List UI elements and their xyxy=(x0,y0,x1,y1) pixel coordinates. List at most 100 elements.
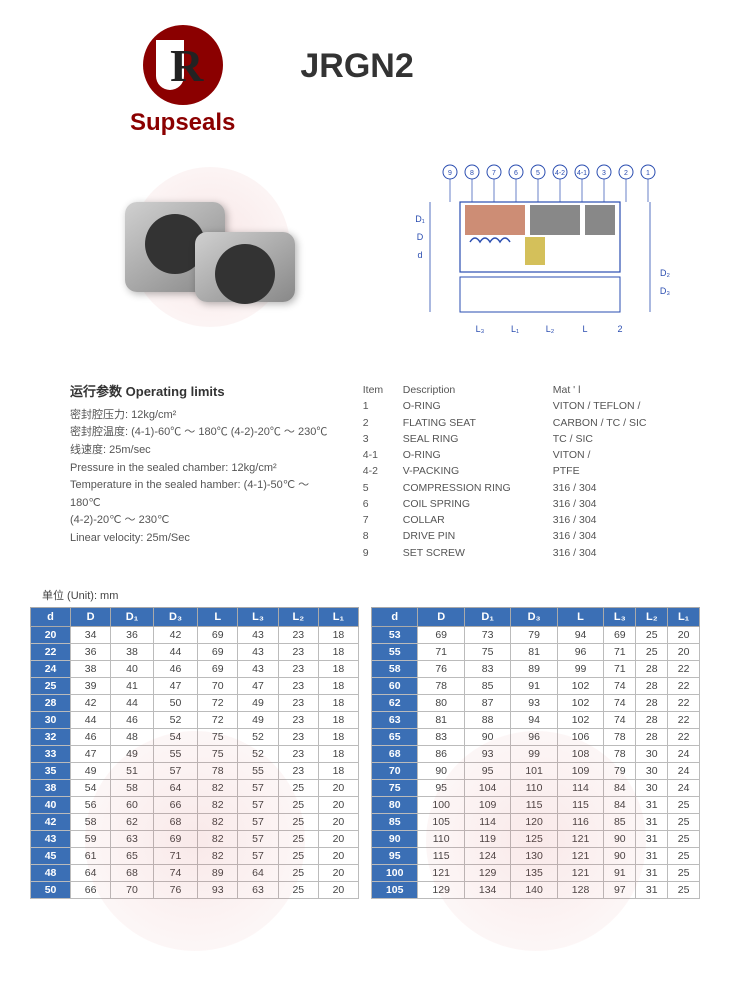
dim-header-cell: d xyxy=(31,607,71,626)
dim-header-cell: L xyxy=(198,607,238,626)
dim-cell: 65 xyxy=(111,847,154,864)
svg-text:D₂: D₂ xyxy=(660,268,670,278)
dim-cell: 85 xyxy=(604,813,636,830)
dim-cell: 20 xyxy=(318,847,358,864)
dim-cell: 22 xyxy=(668,677,700,694)
dim-cell: 25 xyxy=(636,626,668,643)
dim-cell: 24 xyxy=(668,745,700,762)
bom-row: 4-1O-RINGVITON / xyxy=(363,447,690,463)
dim-cell: 23 xyxy=(278,745,318,762)
svg-text:D: D xyxy=(417,232,424,242)
dim-cell: 43 xyxy=(238,660,278,677)
dim-cell: 31 xyxy=(636,881,668,898)
dim-cell: 18 xyxy=(318,660,358,677)
dim-cell: 57 xyxy=(238,796,278,813)
dim-cell: 64 xyxy=(153,779,197,796)
svg-text:6: 6 xyxy=(514,170,518,177)
dim-cell: 71 xyxy=(604,643,636,660)
dim-cell: 47 xyxy=(238,677,278,694)
dim-cell: 99 xyxy=(511,745,557,762)
dim-row: 4864687489642520 xyxy=(31,864,359,881)
dim-cell: 55 xyxy=(372,643,418,660)
dim-cell: 49 xyxy=(111,745,154,762)
dim-cell: 24 xyxy=(31,660,71,677)
dim-cell: 78 xyxy=(604,745,636,762)
dim-row: 4056606682572520 xyxy=(31,796,359,813)
dim-cell: 18 xyxy=(318,677,358,694)
dim-cell: 20 xyxy=(31,626,71,643)
product-title: JRGN2 xyxy=(300,47,413,86)
dim-header-cell: D₃ xyxy=(511,607,557,626)
dim-row: 4561657182572520 xyxy=(31,847,359,864)
dim-cell: 59 xyxy=(71,830,111,847)
dim-cell: 82 xyxy=(198,847,238,864)
dim-cell: 135 xyxy=(511,864,557,881)
svg-text:3: 3 xyxy=(602,170,606,177)
svg-text:L₁: L₁ xyxy=(511,324,519,334)
dim-row: 4359636982572520 xyxy=(31,830,359,847)
dim-cell: 20 xyxy=(318,813,358,830)
dim-cell: 57 xyxy=(238,779,278,796)
svg-text:L₂: L₂ xyxy=(546,324,555,334)
dim-cell: 87 xyxy=(464,694,510,711)
svg-text:2: 2 xyxy=(617,324,622,334)
dim-cell: 75 xyxy=(464,643,510,660)
dim-cell: 23 xyxy=(278,643,318,660)
dim-cell: 24 xyxy=(668,779,700,796)
operating-line: 密封腔温度: (4-1)-60℃ ～ 180℃ (4-2)-20℃ ～ 230℃ xyxy=(70,424,343,442)
dim-cell: 108 xyxy=(557,745,603,762)
dim-cell: 36 xyxy=(111,626,154,643)
dim-cell: 70 xyxy=(111,881,154,898)
bom-row: 7COLLAR316 / 304 xyxy=(363,512,690,528)
dim-cell: 90 xyxy=(464,728,510,745)
dim-cell: 100 xyxy=(372,864,418,881)
dim-cell: 69 xyxy=(198,660,238,677)
operating-line: 密封腔压力: 12kg/cm² xyxy=(70,407,343,425)
dim-header-cell: D₃ xyxy=(153,607,197,626)
dim-cell: 25 xyxy=(278,881,318,898)
dim-cell: 76 xyxy=(418,660,464,677)
dim-cell: 96 xyxy=(557,643,603,660)
dim-cell: 25 xyxy=(278,830,318,847)
dim-row: 2842445072492318 xyxy=(31,694,359,711)
dim-cell: 69 xyxy=(198,643,238,660)
dim-cell: 69 xyxy=(198,626,238,643)
brand-name: Supseals xyxy=(130,109,235,137)
dim-cell: 102 xyxy=(557,694,603,711)
svg-text:L₃: L₃ xyxy=(476,324,485,334)
dim-cell: 115 xyxy=(511,796,557,813)
dim-cell: 99 xyxy=(557,660,603,677)
dim-cell: 45 xyxy=(31,847,71,864)
dim-cell: 34 xyxy=(71,626,111,643)
dim-cell: 44 xyxy=(153,643,197,660)
dim-cell: 110 xyxy=(418,830,464,847)
dim-cell: 134 xyxy=(464,881,510,898)
dim-cell: 32 xyxy=(31,728,71,745)
dim-cell: 28 xyxy=(636,694,668,711)
svg-text:5: 5 xyxy=(536,170,540,177)
dim-cell: 83 xyxy=(464,660,510,677)
dim-cell: 30 xyxy=(31,711,71,728)
dim-cell: 60 xyxy=(372,677,418,694)
dim-cell: 63 xyxy=(111,830,154,847)
dim-cell: 81 xyxy=(511,643,557,660)
dim-cell: 94 xyxy=(557,626,603,643)
dim-cell: 20 xyxy=(318,796,358,813)
dim-cell: 75 xyxy=(198,745,238,762)
brand-logo: R Supseals xyxy=(130,25,235,137)
dim-row: 2236384469432318 xyxy=(31,643,359,660)
unit-label: 单位 (Unit): mm xyxy=(0,581,730,607)
dim-cell: 23 xyxy=(278,728,318,745)
dim-cell: 70 xyxy=(372,762,418,779)
operating-line: Linear velocity: 25m/Sec xyxy=(70,530,343,548)
dim-cell: 55 xyxy=(238,762,278,779)
dim-cell: 50 xyxy=(153,694,197,711)
dim-cell: 25 xyxy=(31,677,71,694)
dim-cell: 70 xyxy=(198,677,238,694)
dim-cell: 25 xyxy=(278,796,318,813)
dim-cell: 78 xyxy=(198,762,238,779)
dim-row: 65839096106782822 xyxy=(372,728,700,745)
dim-cell: 44 xyxy=(111,694,154,711)
dim-cell: 46 xyxy=(111,711,154,728)
dim-cell: 64 xyxy=(71,864,111,881)
